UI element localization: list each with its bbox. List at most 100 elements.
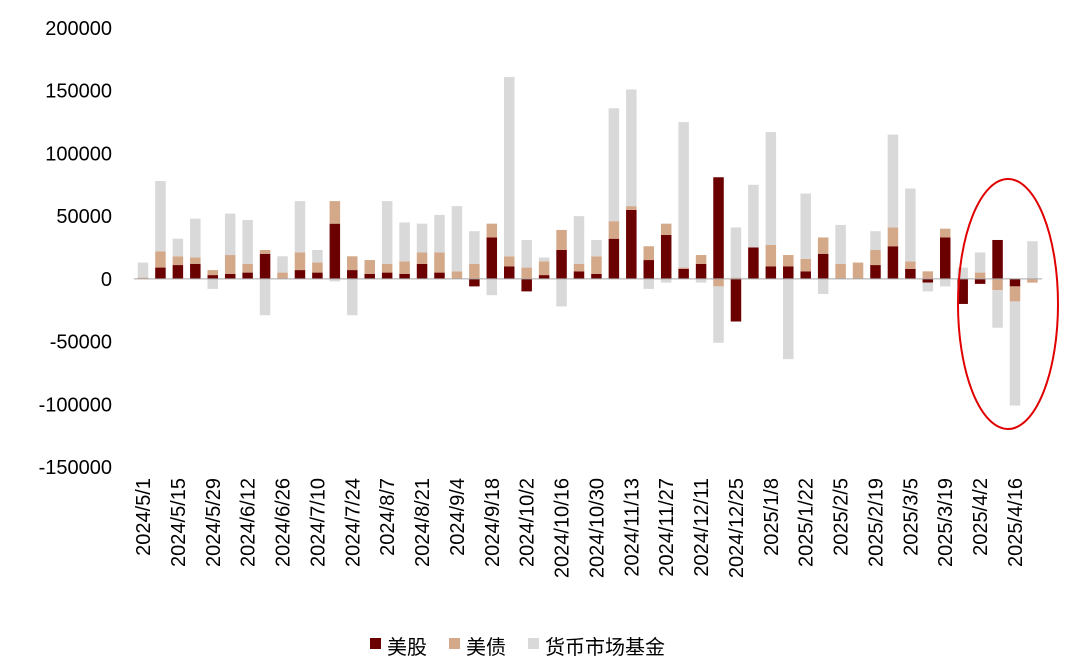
- legend-swatch: [449, 638, 460, 649]
- x-tick-label: 2025/3/5: [900, 478, 922, 556]
- bar: [695, 278, 707, 283]
- bar: [992, 239, 1003, 279]
- bar: [974, 252, 986, 273]
- bar: [224, 273, 236, 279]
- bar: [608, 221, 620, 239]
- bar: [242, 263, 253, 273]
- bar: [591, 239, 602, 257]
- bar: [1009, 278, 1021, 287]
- legend-label: 美股: [387, 636, 427, 659]
- bar: [870, 250, 881, 266]
- bar: [626, 89, 637, 207]
- bar: [678, 267, 689, 269]
- bar: [765, 244, 777, 267]
- bar: [783, 266, 794, 279]
- bar: [172, 265, 184, 279]
- bar: [503, 266, 515, 279]
- y-tick-label: -150000: [39, 457, 112, 479]
- y-tick-label: 150000: [45, 81, 112, 103]
- bar: [817, 278, 829, 294]
- bar: [259, 250, 271, 254]
- bar: [451, 271, 463, 279]
- x-tick-label: 2024/10/2: [517, 478, 539, 567]
- bar: [312, 262, 323, 273]
- bar: [643, 278, 655, 289]
- bar: [939, 228, 951, 238]
- y-tick-label: 200000: [45, 18, 112, 40]
- plot: -150000 -100000 -50000 0 50000 100000 150000 20…: [39, 18, 1042, 659]
- bar: [312, 272, 323, 279]
- bar: [660, 278, 672, 283]
- bar: [190, 263, 201, 279]
- y-tick-label: -100000: [39, 394, 112, 416]
- x-tick-label: 2024/7/10: [307, 478, 329, 567]
- bar: [765, 266, 777, 279]
- bar: [521, 267, 532, 279]
- bar: [416, 252, 428, 264]
- highlight-ellipse: [957, 178, 1059, 430]
- bar: [730, 227, 742, 278]
- bar: [1009, 286, 1021, 302]
- bar: [974, 272, 986, 279]
- bar: [800, 271, 811, 279]
- bar: [486, 278, 498, 296]
- bar: [817, 237, 829, 254]
- bar: [207, 270, 219, 276]
- x-tick-label: 2025/1/22: [796, 478, 818, 567]
- bar: [835, 224, 846, 264]
- bar: [399, 222, 410, 262]
- bar: [643, 260, 655, 279]
- bar: [695, 255, 707, 264]
- bar: [660, 223, 672, 235]
- bar: [939, 278, 951, 287]
- bar: [643, 246, 655, 261]
- bar: [294, 270, 306, 279]
- bar: [137, 277, 149, 279]
- legend-label: 美债: [466, 636, 506, 659]
- bar: [207, 278, 219, 289]
- bar: [608, 108, 620, 222]
- bar: [852, 262, 864, 279]
- bar: [277, 256, 288, 273]
- x-tick-label: 2024/10/30: [586, 478, 608, 578]
- bar: [748, 247, 759, 279]
- bar: [172, 238, 184, 257]
- x-tick-label: 2025/4/16: [1005, 478, 1027, 567]
- bar: [887, 134, 899, 228]
- x-tick-label: 2024/12/25: [726, 478, 748, 578]
- bar: [556, 250, 567, 279]
- bar: [887, 246, 899, 279]
- bar: [957, 267, 968, 279]
- bar: [434, 272, 445, 279]
- bar: [678, 268, 689, 279]
- bar: [573, 263, 585, 272]
- bar: [695, 263, 707, 279]
- bar: [905, 188, 916, 262]
- bar: [556, 229, 567, 251]
- bar: [817, 253, 829, 279]
- y-tick-label: 50000: [56, 206, 112, 228]
- bar: [835, 263, 846, 279]
- bar: [347, 278, 358, 316]
- x-tick-label: 2024/5/29: [203, 478, 225, 567]
- x-tick-label: 2024/6/12: [238, 478, 260, 567]
- x-tick-label: 2024/8/21: [412, 478, 434, 567]
- bar: [905, 261, 916, 269]
- x-tick-label: 2024/7/24: [342, 478, 364, 567]
- bar: [503, 256, 515, 267]
- bar: [992, 290, 1003, 328]
- bar: [783, 278, 794, 360]
- x-tick-label: 2025/2/5: [831, 478, 853, 556]
- x-tick-label: 2024/8/7: [377, 478, 399, 556]
- bar: [137, 262, 149, 278]
- y-tick-label: 0: [101, 269, 112, 291]
- x-tick-label: 2025/1/8: [761, 478, 783, 556]
- bar: [678, 122, 689, 268]
- bar: [399, 273, 410, 279]
- x-tick-label: 2024/11/27: [656, 478, 678, 577]
- x-tick-label: 2024/5/15: [168, 478, 190, 567]
- bar: [573, 216, 585, 264]
- bar: [434, 252, 445, 273]
- bar: [312, 250, 323, 263]
